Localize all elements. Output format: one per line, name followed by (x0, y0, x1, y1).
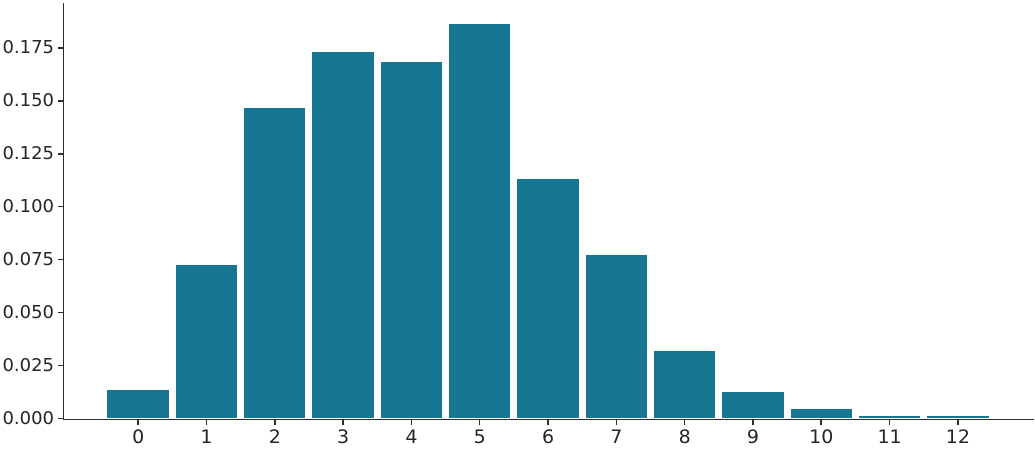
x-tick-label: 8 (678, 426, 691, 448)
bar (585, 255, 648, 419)
y-tick-label: 0.100 (2, 195, 54, 217)
bar (722, 392, 784, 419)
plot-area (63, 3, 1034, 420)
y-tick-label: 0.175 (2, 36, 54, 58)
x-tick-label: 5 (473, 426, 486, 448)
y-tick-label: 0.025 (2, 354, 54, 376)
x-tick-label: 9 (746, 426, 759, 448)
bar (448, 23, 511, 419)
x-tick-label: 11 (877, 426, 902, 448)
x-tick-label: 7 (610, 426, 623, 448)
x-tick-label: 4 (405, 426, 418, 448)
x-tick-mark (205, 420, 208, 425)
y-tick-label: 0.150 (2, 89, 54, 111)
x-tick-label: 0 (132, 426, 145, 448)
y-tick-mark (58, 100, 63, 102)
y-tick-mark (58, 364, 63, 367)
x-tick-label: 6 (541, 426, 555, 448)
bar (175, 264, 238, 419)
bar (107, 389, 169, 419)
x-tick-mark (820, 420, 822, 425)
y-tick-mark (58, 417, 63, 420)
x-tick-label: 10 (809, 426, 834, 448)
x-tick-mark (274, 420, 276, 425)
x-tick-label: 3 (337, 426, 350, 448)
bar (380, 61, 443, 419)
y-tick-label: 0.125 (2, 142, 54, 164)
x-tick-mark (410, 420, 413, 425)
bar (790, 408, 852, 419)
bar (858, 416, 921, 419)
x-tick-mark (478, 420, 481, 425)
x-tick-label: 2 (268, 426, 281, 448)
y-tick-mark (58, 47, 63, 49)
y-tick-label: 0.075 (2, 248, 54, 270)
y-tick-label: 0.000 (2, 407, 54, 429)
bar (517, 179, 579, 419)
x-tick-mark (547, 420, 549, 425)
x-tick-mark (683, 420, 686, 425)
x-tick-mark (137, 420, 139, 425)
bar (927, 416, 989, 419)
x-tick-label: 12 (945, 426, 970, 448)
y-tick-mark (58, 258, 63, 261)
bar (653, 350, 716, 419)
y-tick-mark (58, 205, 63, 208)
x-tick-mark (615, 420, 618, 425)
y-tick-mark (58, 153, 63, 155)
bar (312, 52, 374, 419)
y-tick-mark (58, 311, 63, 314)
x-tick-mark (752, 420, 754, 425)
x-tick-mark (888, 420, 891, 425)
x-tick-mark (342, 420, 344, 425)
x-tick-label: 1 (200, 426, 213, 448)
x-tick-mark (957, 420, 959, 425)
bar (244, 108, 306, 419)
y-tick-label: 0.050 (2, 301, 54, 323)
